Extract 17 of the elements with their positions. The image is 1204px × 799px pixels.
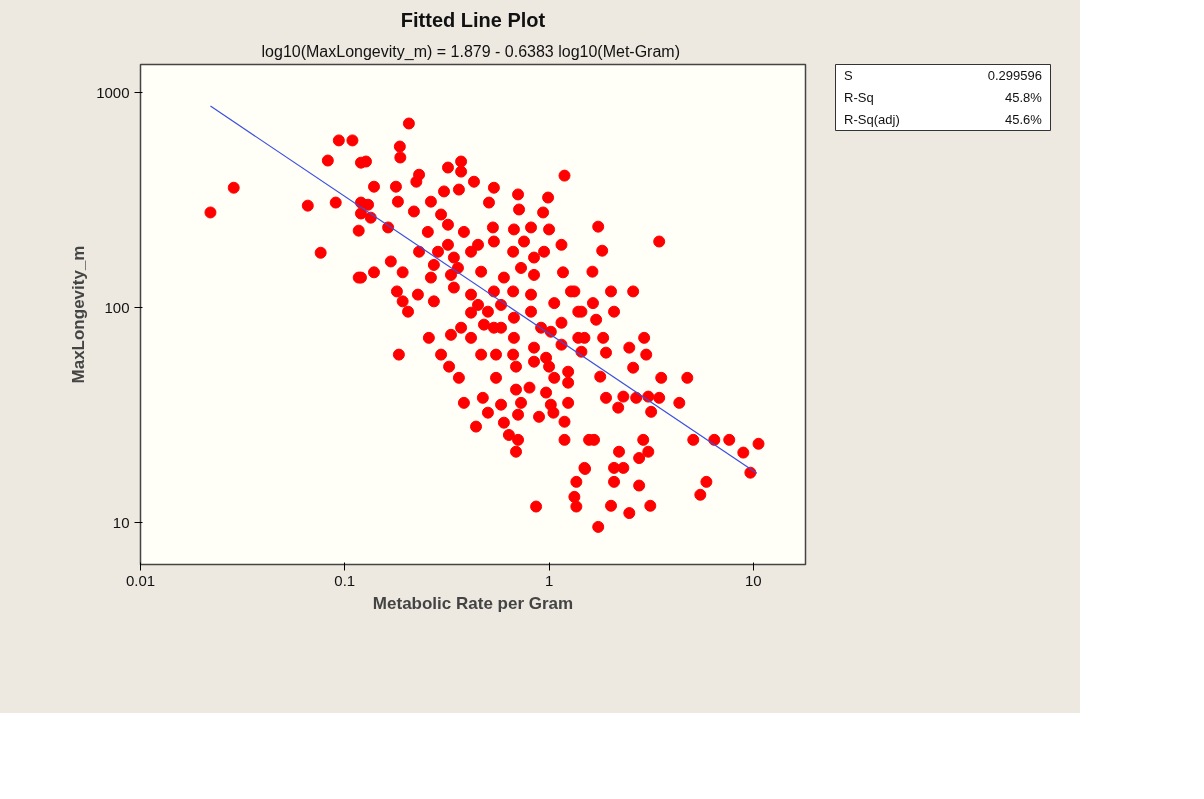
y-tick-label: 100 bbox=[104, 298, 130, 316]
text: R-Sq(adj) bbox=[844, 112, 900, 127]
text: 0.299596 bbox=[987, 68, 1042, 83]
y-tick-label: 1000 bbox=[96, 83, 130, 101]
x-tick-label: 0.01 bbox=[125, 571, 156, 589]
text: 45.6% bbox=[1005, 112, 1043, 127]
x-axis-title: Metabolic Rate per Gram bbox=[372, 593, 574, 613]
x-tick-label: 0.1 bbox=[334, 571, 356, 589]
chart-title: Fitted Line Plot bbox=[400, 8, 546, 31]
text: R-Sq bbox=[844, 90, 874, 105]
text: S bbox=[844, 68, 854, 83]
x-tick-label: 10 bbox=[745, 571, 762, 589]
text: 45.8% bbox=[1005, 90, 1043, 105]
x-tick-label: 1 bbox=[544, 571, 554, 589]
y-tick-label: 10 bbox=[112, 513, 130, 531]
chart-subtitle: log10(MaxLongevity_m) = 1.879 - 0.6383 log10(Met-Gram) bbox=[261, 42, 680, 61]
y-axis-title: MaxLongevity_m bbox=[69, 245, 89, 384]
